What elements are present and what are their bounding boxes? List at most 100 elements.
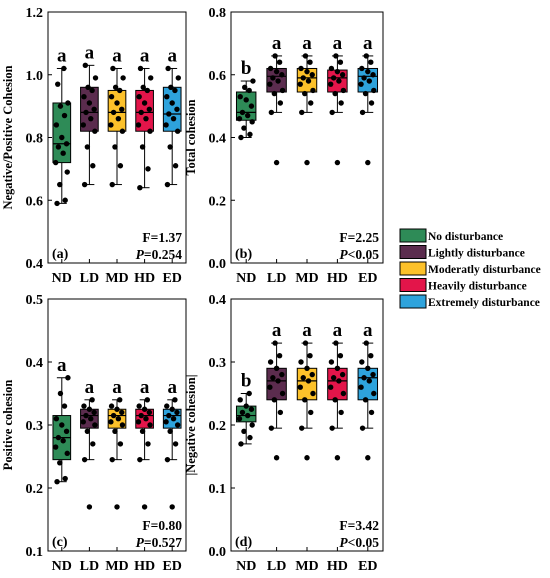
data-point: [275, 378, 281, 384]
significance-letter: a: [302, 320, 312, 341]
data-point: [174, 128, 181, 134]
data-point: [138, 109, 144, 116]
data-point: [236, 416, 243, 422]
data-point: [137, 456, 143, 463]
data-point: [148, 75, 154, 81]
y-tick-label: 0.4: [26, 356, 44, 371]
data-point: [237, 397, 243, 403]
data-point: [117, 397, 123, 403]
data-point: [370, 371, 376, 378]
data-point: [52, 159, 59, 166]
data-point: [59, 134, 65, 141]
data-point: [88, 416, 94, 422]
data-point: [340, 390, 347, 397]
y-tick-label: 0.2: [209, 194, 227, 209]
data-point: [279, 72, 285, 78]
data-point: [241, 125, 247, 131]
data-point: [165, 65, 171, 72]
data-point: [363, 53, 370, 59]
data-point: [337, 59, 344, 65]
data-point: [89, 87, 95, 94]
data-point: [88, 115, 94, 122]
data-point: [368, 59, 374, 65]
legend: No disturbance Lightly disturbance Moderat…: [399, 228, 541, 309]
data-point: [139, 144, 146, 150]
data-point: [273, 68, 280, 75]
data-point: [272, 53, 278, 59]
data-point: [146, 409, 153, 416]
significance-letter: b: [241, 58, 252, 79]
data-point: [65, 375, 71, 381]
data-point: [277, 409, 284, 416]
data-point: [57, 460, 63, 466]
data-point: [57, 390, 64, 397]
significance-letter: a: [85, 377, 95, 398]
x-tick-label: ND: [236, 271, 256, 286]
y-tick-label: 0.4: [209, 132, 227, 147]
data-point: [307, 59, 313, 65]
data-point: [135, 419, 142, 425]
data-point: [328, 65, 335, 72]
data-point: [237, 94, 243, 100]
data-point: [108, 122, 114, 128]
data-point: [272, 340, 278, 346]
data-point: [359, 109, 366, 116]
data-point: [64, 450, 70, 457]
stat-f: F=0.80: [142, 518, 182, 533]
data-point: [175, 75, 182, 81]
data-point: [52, 444, 59, 450]
data-point: [371, 390, 377, 397]
panel-tag: (d): [235, 535, 252, 550]
data-point: [84, 428, 91, 434]
data-point: [368, 409, 375, 416]
data-point: [136, 403, 142, 409]
significance-letter: a: [272, 33, 282, 54]
data-point: [86, 406, 93, 412]
outlier-point: [365, 159, 371, 166]
data-point: [164, 94, 170, 100]
data-point: [114, 100, 120, 106]
y-tick-label: 0.8: [26, 132, 44, 147]
data-point: [340, 87, 347, 94]
data-point: [243, 97, 249, 103]
data-point: [146, 106, 153, 112]
data-point: [115, 115, 122, 122]
data-point: [238, 441, 244, 447]
y-tick-label: 1.0: [26, 69, 44, 84]
data-point: [166, 412, 172, 419]
box-ED: a: [357, 320, 379, 461]
data-point: [55, 144, 62, 150]
data-point: [276, 353, 283, 359]
x-tick-label: HD: [134, 559, 155, 574]
box-ED: a: [162, 45, 182, 188]
stat-p-label: P: [339, 247, 348, 262]
panel-d: 0.0 0.1 0.2 0.3 0.4 ND LD MD HD ED |Negative cohes…: [184, 293, 384, 574]
outlier-point: [86, 504, 93, 510]
significance-letter: a: [112, 45, 122, 66]
data-point: [300, 375, 306, 381]
data-point: [147, 128, 153, 134]
data-point: [298, 65, 304, 72]
data-point: [108, 403, 115, 409]
data-point: [267, 359, 274, 365]
data-point: [304, 365, 310, 371]
data-point: [275, 78, 281, 84]
data-point: [365, 365, 371, 371]
data-point: [57, 181, 63, 188]
data-point: [239, 409, 246, 416]
data-point: [310, 390, 316, 397]
data-point: [163, 122, 169, 128]
box-iqr: [107, 89, 127, 132]
box-ND: b: [235, 371, 257, 447]
panel-a: 0.4 0.6 0.8 1.0 1.2 ND LD MD HD ED Negative/Positi…: [1, 6, 187, 286]
data-point: [297, 81, 303, 87]
box-LD: a: [266, 320, 287, 461]
data-point: [329, 109, 335, 116]
data-point: [84, 144, 91, 150]
data-point: [143, 416, 149, 422]
data-point: [236, 115, 243, 122]
stat-p: P=0.527: [136, 535, 183, 550]
data-point: [81, 94, 87, 100]
box-ED: a: [162, 377, 182, 510]
panel-tag: (a): [52, 247, 69, 262]
